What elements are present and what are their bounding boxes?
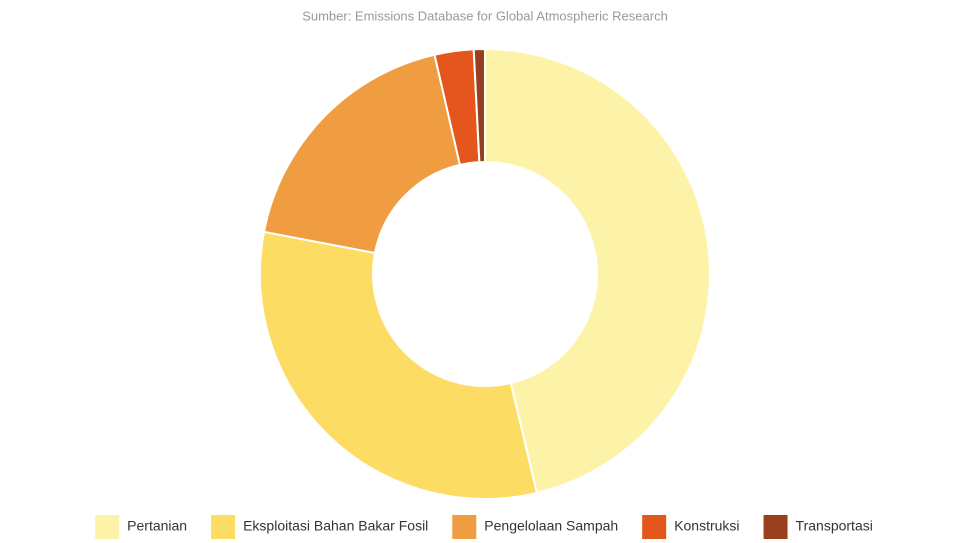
- donut-slice: [472, 47, 486, 164]
- legend-swatch: [452, 515, 477, 539]
- legend-label: Pengelolaan Sampah: [484, 518, 618, 534]
- legend-swatch: [211, 515, 236, 539]
- legend-label: Eksploitasi Bahan Bakar Fosil: [243, 518, 428, 534]
- chart-subtitle: Sumber: Emissions Database for Global At…: [302, 8, 668, 23]
- legend-swatch: [95, 515, 120, 539]
- donut-slice: [262, 53, 462, 255]
- legend-label: Konstruksi: [674, 518, 739, 534]
- legend-label: Pertanian: [127, 518, 187, 534]
- legend-label: Transportasi: [796, 518, 873, 534]
- donut-slice: [484, 47, 711, 495]
- donut-slice: [259, 230, 539, 500]
- legend-swatch: [763, 515, 788, 539]
- legend-swatch: [642, 515, 667, 539]
